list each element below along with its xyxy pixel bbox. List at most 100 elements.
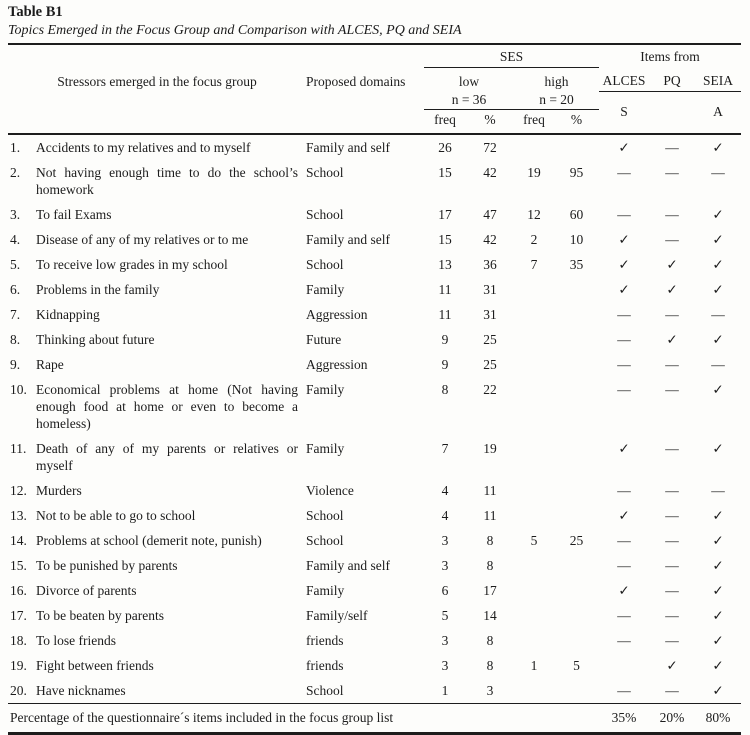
high-pct-value — [554, 327, 599, 352]
low-freq-value: 3 — [441, 658, 449, 673]
low-freq-value: 6 — [441, 583, 449, 598]
low-pct-value: 3 — [486, 683, 494, 698]
stressor-label: Problems at school (demerit note, punish… — [36, 533, 262, 548]
alces-mark: — — [617, 382, 631, 397]
low-pct-value: 42 — [483, 232, 497, 247]
table-row: 11. Death of any of my parents or relati… — [8, 436, 741, 478]
row-number: 15. — [10, 558, 27, 573]
high-pct-value — [554, 352, 599, 377]
alces-mark: — — [617, 357, 631, 372]
low-n-header: n = 36 — [424, 91, 514, 110]
low-freq-value: 1 — [441, 683, 449, 698]
table-row: 18. To lose friends friends 3 8 — — ✓ — [8, 628, 741, 653]
table-body: 1. Accidents to my relatives and to myse… — [8, 134, 741, 704]
domain-label: School — [306, 257, 344, 272]
low-pct-value: 8 — [486, 558, 494, 573]
domain-label: Family and self — [306, 558, 390, 573]
stressor-label: Divorce of parents — [36, 583, 137, 598]
low-freq-value: 11 — [438, 282, 452, 297]
low-pct-value: 11 — [483, 508, 497, 523]
high-pct-value: 35 — [569, 257, 584, 272]
high-pct-value — [554, 277, 599, 302]
table-row: 19. Fight between friends friends 3 8 1 … — [8, 653, 741, 678]
low-freq-value: 13 — [438, 257, 452, 272]
pq-mark: — — [665, 140, 679, 155]
high-freq-value: 19 — [527, 165, 541, 180]
pq-mark: — — [665, 207, 679, 222]
low-freq-value: 8 — [441, 382, 449, 397]
seia-mark: ✓ — [712, 257, 724, 272]
low-pct-value: 36 — [483, 257, 497, 272]
high-freq-value — [514, 277, 554, 302]
row-number: 16. — [10, 583, 27, 598]
high-freq-value: 2 — [530, 232, 538, 247]
seia-mark: ✓ — [712, 140, 724, 155]
pq-mark: — — [665, 307, 679, 322]
row-number: 9. — [10, 357, 21, 372]
high-pct-value — [554, 628, 599, 653]
seia-mark: — — [711, 307, 725, 322]
row-number: 4. — [10, 232, 21, 247]
domain-label: Violence — [306, 483, 354, 498]
seia-mark: ✓ — [712, 441, 724, 456]
alces-mark: — — [617, 683, 631, 698]
table-row: 17. To be beaten by parents Family/self … — [8, 603, 741, 628]
pq-percentage: 20% — [649, 703, 696, 735]
domain-label: Future — [306, 332, 342, 347]
low-freq-value: 17 — [438, 207, 452, 222]
pq-mark: — — [665, 633, 679, 648]
table-row: 3. To fail Exams School 17 47 12 60 — — … — [8, 202, 741, 227]
row-number: 20. — [10, 683, 27, 698]
pq-mark: — — [665, 232, 679, 247]
ses-low-header: low — [458, 73, 480, 89]
high-freq-value — [514, 352, 554, 377]
table-subtitle: Topics Emerged in the Focus Group and Co… — [8, 23, 462, 38]
row-number: 12. — [10, 483, 27, 498]
seia-column-header: SEIA — [695, 67, 742, 92]
header-spacer — [8, 44, 424, 68]
seia-mark: ✓ — [712, 558, 724, 573]
low-pct-value: 72 — [483, 140, 497, 155]
pq-mark: — — [665, 583, 679, 598]
low-pct-value: 47 — [483, 207, 497, 222]
high-freq-value: 5 — [530, 533, 538, 548]
domain-label: friends — [306, 633, 344, 648]
alces-mark: — — [617, 633, 631, 648]
table-row: 6. Problems in the family Family 11 31 ✓… — [8, 277, 741, 302]
table-row: 7. Kidnapping Aggression 11 31 — — — — [8, 302, 741, 327]
row-number: 11. — [10, 441, 27, 456]
alces-mark: — — [617, 165, 631, 180]
high-pct-value — [554, 553, 599, 578]
domain-label: Family — [306, 382, 345, 397]
alces-mark: ✓ — [618, 583, 630, 598]
high-pct-header: % — [554, 109, 600, 135]
items-from-group-header: Items from — [640, 49, 700, 65]
seia-mark: ✓ — [712, 533, 724, 548]
stressor-label: Not having enough time to do the school’… — [36, 165, 298, 197]
row-number: 8. — [10, 332, 21, 347]
low-freq-value: 4 — [441, 508, 449, 523]
pq-mark: — — [665, 683, 679, 698]
pq-mark: — — [665, 558, 679, 573]
alces-mark: ✓ — [618, 282, 630, 297]
seia-mark: ✓ — [712, 282, 724, 297]
low-pct-value: 8 — [486, 533, 494, 548]
alces-subscale-header: S — [599, 91, 650, 135]
low-pct-value: 42 — [483, 165, 497, 180]
high-pct-value — [554, 603, 599, 628]
alces-mark: — — [617, 332, 631, 347]
low-freq-value: 26 — [438, 140, 452, 155]
seia-percentage: 80% — [695, 703, 742, 735]
high-freq-value — [514, 436, 554, 478]
alces-mark: ✓ — [618, 508, 630, 523]
high-pct-value — [554, 436, 599, 478]
alces-mark: — — [617, 608, 631, 623]
seia-mark: ✓ — [712, 633, 724, 648]
stressor-label: Accidents to my relatives and to myself — [36, 140, 251, 155]
row-number: 13. — [10, 508, 27, 523]
high-freq-value: 12 — [527, 207, 541, 222]
pq-mark: — — [665, 441, 679, 456]
domain-label: Family and self — [306, 140, 390, 155]
seia-mark: ✓ — [712, 608, 724, 623]
